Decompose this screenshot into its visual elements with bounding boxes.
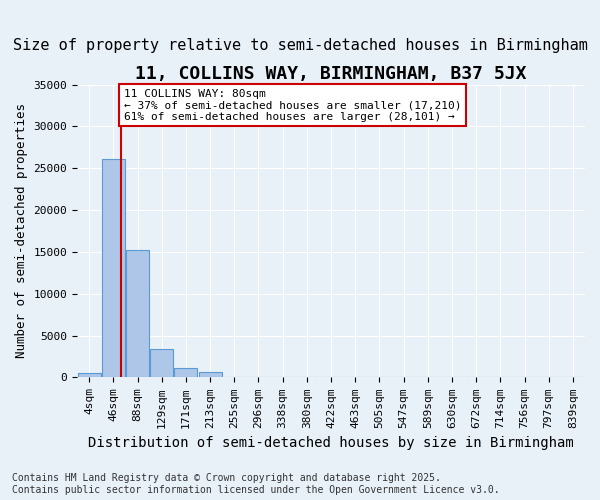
Bar bbox=[199, 372, 221, 378]
Bar bbox=[126, 250, 149, 378]
Title: 11, COLLINS WAY, BIRMINGHAM, B37 5JX: 11, COLLINS WAY, BIRMINGHAM, B37 5JX bbox=[135, 65, 527, 83]
X-axis label: Distribution of semi-detached houses by size in Birmingham: Distribution of semi-detached houses by … bbox=[88, 436, 574, 450]
Bar bbox=[175, 368, 197, 378]
Y-axis label: Number of semi-detached properties: Number of semi-detached properties bbox=[15, 104, 28, 358]
Bar bbox=[150, 349, 173, 378]
Text: Size of property relative to semi-detached houses in Birmingham: Size of property relative to semi-detach… bbox=[13, 38, 587, 53]
Text: Contains HM Land Registry data © Crown copyright and database right 2025.
Contai: Contains HM Land Registry data © Crown c… bbox=[12, 474, 500, 495]
Bar bbox=[77, 374, 101, 378]
Text: 11 COLLINS WAY: 80sqm
← 37% of semi-detached houses are smaller (17,210)
61% of : 11 COLLINS WAY: 80sqm ← 37% of semi-deta… bbox=[124, 88, 461, 122]
Bar bbox=[102, 159, 125, 378]
